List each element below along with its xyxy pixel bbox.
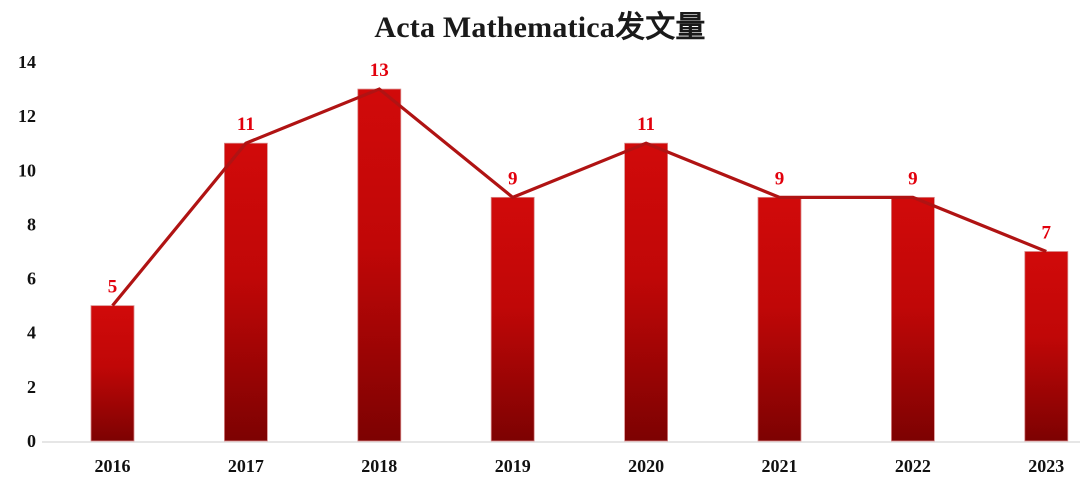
x-axis-tick-label: 2016 [95, 456, 131, 476]
x-axis-tick-label: 2018 [361, 456, 397, 476]
bar [891, 196, 935, 442]
bar [1024, 251, 1069, 442]
data-label: 13 [370, 60, 389, 81]
bar [624, 142, 668, 442]
y-axis-tick-labels: 0 2 4 6 8 10 12 14 [18, 52, 36, 451]
bar [223, 142, 268, 442]
bar [90, 305, 135, 442]
data-label: 5 [108, 277, 118, 298]
trend-line-series [111, 87, 1047, 307]
data-label: 11 [637, 114, 655, 135]
y-axis-tick-label: 14 [18, 52, 36, 72]
data-label: 9 [775, 168, 785, 189]
y-axis-tick-label: 0 [27, 431, 36, 451]
x-axis-tick-label: 2019 [495, 456, 531, 476]
x-axis-tick-label: 2022 [895, 456, 931, 476]
x-axis-tick-labels: 2016 2017 2018 2019 2020 2021 2022 2023 [95, 456, 1065, 476]
y-axis-tick-label: 6 [27, 269, 36, 289]
bar [357, 88, 402, 442]
x-axis-tick-label: 2017 [228, 456, 264, 476]
data-label-group: 5 11 13 9 11 9 9 7 [108, 60, 1052, 298]
chart-title: Acta Mathematica发文量 [374, 11, 706, 44]
data-label: 11 [237, 114, 255, 135]
data-label: 9 [908, 168, 918, 189]
bar [490, 196, 535, 442]
x-axis-tick-label: 2023 [1028, 456, 1064, 476]
y-axis-tick-label: 10 [18, 160, 36, 180]
data-label: 7 [1042, 223, 1052, 244]
y-axis-tick-label: 12 [18, 106, 36, 126]
y-axis-tick-label: 8 [27, 214, 36, 234]
bar-series [90, 88, 1069, 442]
y-axis-tick-label: 2 [27, 377, 36, 397]
x-axis-tick-label: 2021 [762, 456, 798, 476]
bar [757, 196, 802, 442]
data-label: 9 [508, 168, 518, 189]
x-axis-tick-label: 2020 [628, 456, 664, 476]
y-axis-tick-label: 4 [27, 323, 36, 343]
